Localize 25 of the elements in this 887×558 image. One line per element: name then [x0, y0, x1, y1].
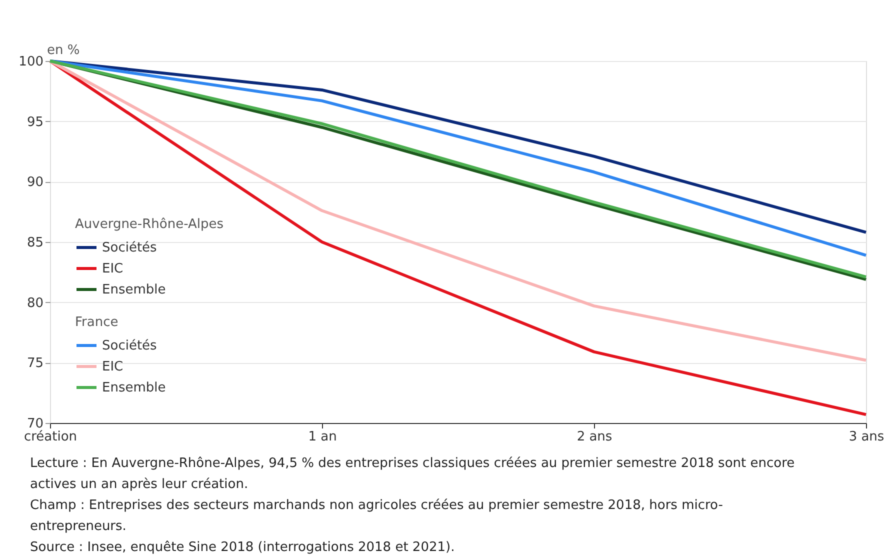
y-tick-label: 75: [26, 356, 44, 372]
legend-label: EIC: [102, 262, 124, 276]
y-axis-title: en %: [47, 43, 80, 58]
y-tick-label: 80: [26, 296, 44, 311]
legend-label: Sociétés: [102, 338, 158, 354]
x-tick-label: création: [24, 430, 78, 444]
legend-label: Ensemble: [102, 282, 166, 298]
line-series: [48, 60, 868, 362]
text: Lecture : En Auvergne-Rhône-Alpes, 94,5 % des entreprises classiques créées au premier semestre 2018 sont encore actives un an après leur création.: [30, 456, 795, 492]
line-series: [48, 60, 868, 416]
y-tick-label: 90: [26, 175, 44, 190]
source-note: Source : Insee, enquête Sine 2018 (interrogations 2018 et 2021).: [30, 540, 455, 555]
y-tick-label: 100: [18, 54, 44, 70]
y-tick-label: 95: [26, 114, 44, 130]
text: Auvergne-Rhône-Alpes: [75, 217, 224, 232]
x-tick-label: 1 an: [308, 430, 337, 444]
x-tick-label: 2 ans: [576, 430, 612, 444]
text: Champ : Entreprises des secteurs marchands non agricoles créées au premier semestre 2018, hors micro-entrepreneurs.: [30, 498, 724, 534]
y-tick-label: 70: [26, 416, 44, 432]
text: France: [75, 315, 118, 330]
x-tick-label: 3 ans: [848, 430, 884, 444]
legend-label: EIC: [102, 360, 124, 374]
y-tick-label: 85: [26, 236, 44, 250]
legend-label: Ensemble: [102, 380, 166, 396]
legend-label: Sociétés: [102, 240, 158, 256]
